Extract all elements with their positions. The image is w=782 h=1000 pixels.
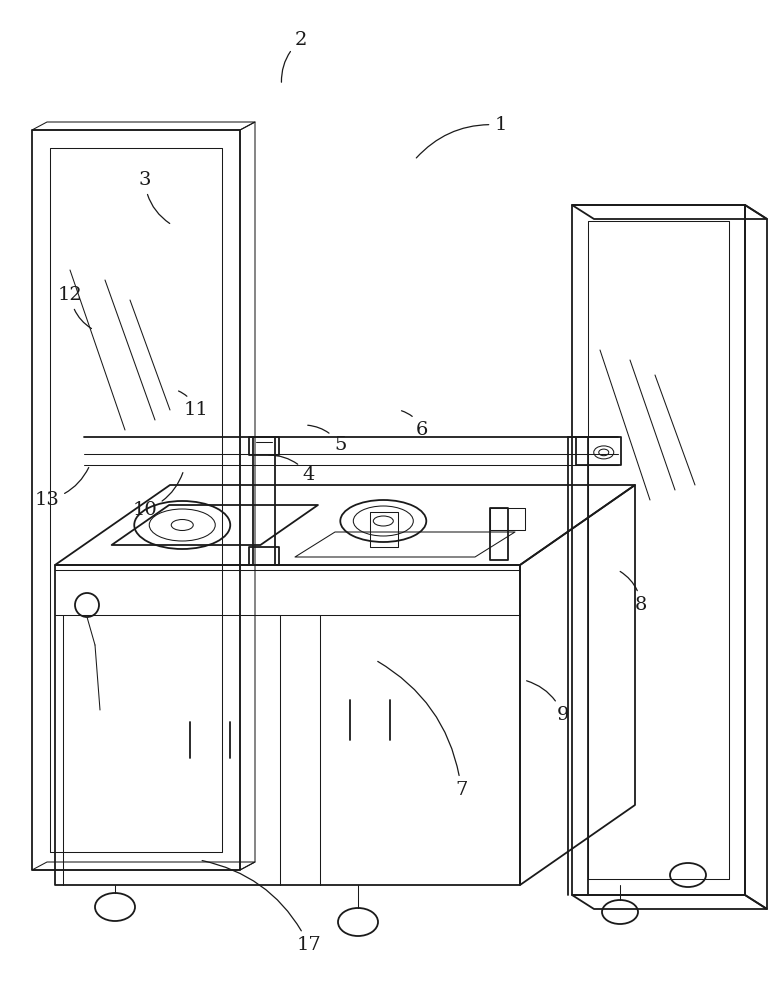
Text: 11: 11 <box>178 391 208 419</box>
Text: 9: 9 <box>526 681 569 724</box>
Text: 17: 17 <box>202 861 321 954</box>
Text: 1: 1 <box>416 116 507 158</box>
Text: 6: 6 <box>401 411 429 439</box>
Text: 4: 4 <box>269 455 315 484</box>
Text: 8: 8 <box>620 571 647 614</box>
Text: 7: 7 <box>378 661 468 799</box>
Text: 5: 5 <box>308 425 346 454</box>
Text: 10: 10 <box>132 473 183 519</box>
Text: 3: 3 <box>138 171 170 223</box>
Text: 2: 2 <box>282 31 307 82</box>
Text: 13: 13 <box>34 468 88 509</box>
Text: 12: 12 <box>58 286 91 329</box>
